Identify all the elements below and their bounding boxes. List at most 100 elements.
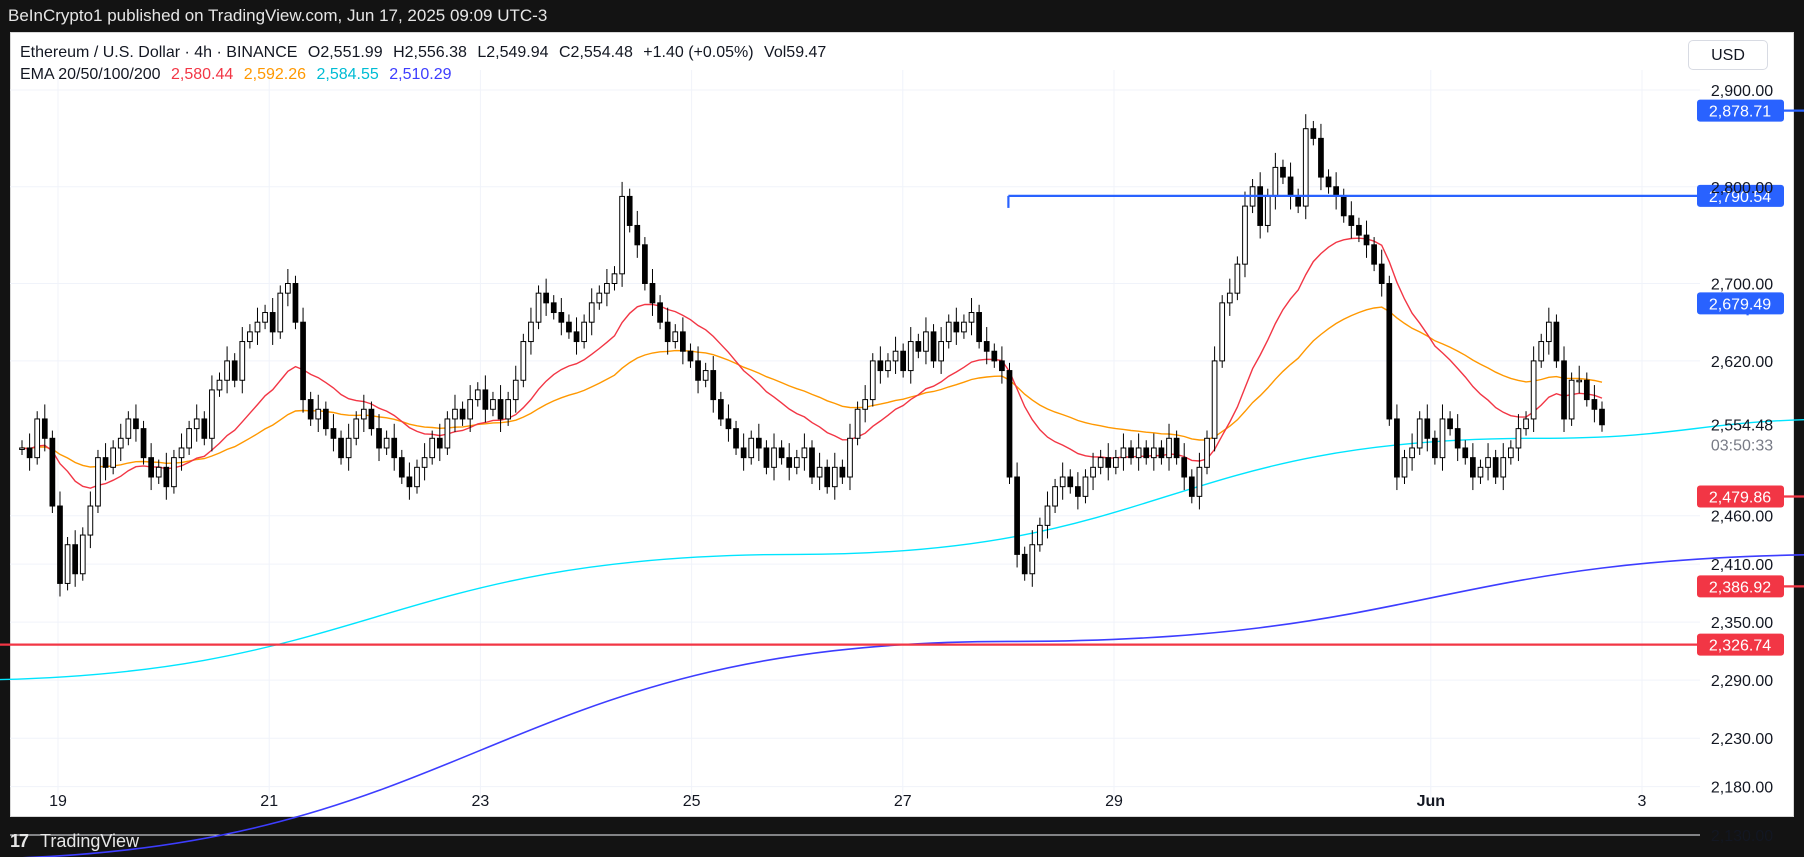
- footer-brand[interactable]: TradingView: [40, 831, 140, 851]
- candle-body: [79, 534, 86, 575]
- candle-body: [467, 399, 474, 420]
- candle-body: [1112, 457, 1119, 468]
- candle-body: [277, 292, 284, 333]
- candle-body: [429, 437, 436, 459]
- candle-body: [877, 360, 884, 372]
- candle-body: [786, 457, 793, 468]
- candle-body: [1515, 428, 1522, 449]
- candle-body: [95, 457, 101, 507]
- candle-body: [1188, 476, 1195, 497]
- candle-body: [1561, 360, 1567, 420]
- candle-body: [239, 341, 246, 381]
- candle-body: [763, 447, 770, 468]
- close-value: C2,554.48: [559, 44, 633, 61]
- candle-body: [269, 312, 276, 333]
- candle-body: [117, 437, 124, 449]
- candle-body: [687, 350, 694, 362]
- ema-label[interactable]: EMA 20/50/100/200: [20, 66, 161, 83]
- candle-body: [1432, 437, 1438, 459]
- chart-panel[interactable]: [10, 32, 1794, 817]
- candle-body: [1128, 447, 1134, 459]
- candle-body: [778, 447, 785, 459]
- candle-body: [1120, 447, 1127, 459]
- candle-body: [604, 283, 610, 294]
- candle-body: [961, 321, 967, 333]
- candle-body: [1378, 263, 1385, 284]
- candle-body: [672, 331, 679, 343]
- candle-body: [231, 360, 238, 381]
- candle-body: [1310, 128, 1317, 139]
- candle-body: [1257, 186, 1264, 226]
- ema200-line: [19, 554, 1804, 857]
- candle-body: [1105, 457, 1112, 468]
- candle-body: [1507, 447, 1514, 459]
- candle-body: [49, 437, 56, 507]
- candle-body: [353, 418, 360, 439]
- candle-body: [345, 437, 352, 459]
- currency-button[interactable]: USD: [1688, 40, 1768, 70]
- candle-body: [1447, 418, 1453, 430]
- candle-body: [733, 428, 739, 449]
- candle-body: [1226, 292, 1233, 304]
- level-price-tag: [1697, 292, 1784, 315]
- candle-body: [1371, 244, 1377, 265]
- candle-body: [793, 457, 800, 468]
- candle-body: [368, 408, 375, 430]
- x-tick-label: 27: [894, 793, 912, 810]
- candle-body: [1530, 360, 1537, 420]
- candle-body: [163, 466, 170, 488]
- candle-body: [824, 466, 831, 488]
- candle-body: [1553, 321, 1560, 362]
- candle-body: [1021, 553, 1028, 575]
- candle-body: [216, 379, 223, 391]
- candle-body: [1477, 466, 1484, 478]
- level-price-label: 2,878.71: [1709, 104, 1771, 121]
- x-tick-label: 3: [1638, 793, 1647, 810]
- level-price-label: 2,386.92: [1709, 579, 1771, 596]
- candle-body: [566, 321, 572, 333]
- candle-body: [497, 399, 504, 420]
- candle-body: [968, 312, 975, 323]
- symbol-label[interactable]: Ethereum / U.S. Dollar · 4h · BINANCE: [20, 44, 298, 61]
- candle-body: [1591, 399, 1598, 410]
- candle-body: [900, 350, 907, 372]
- candle-body: [505, 399, 512, 420]
- footer-bar: 17 TradingView: [0, 826, 1804, 857]
- ema100-value: 2,584.55: [316, 66, 379, 83]
- candle-body: [953, 321, 960, 333]
- level-price-tag: [1697, 575, 1784, 598]
- x-tick-label: 29: [1105, 793, 1123, 810]
- candle-body: [87, 505, 94, 536]
- candle-body: [1325, 176, 1332, 188]
- candle-body: [1439, 418, 1446, 459]
- ema20-value: 2,580.44: [171, 66, 234, 83]
- candle-body: [41, 418, 48, 439]
- candle-body: [1059, 476, 1066, 488]
- candle-body: [558, 312, 565, 323]
- candle-body: [695, 360, 701, 381]
- candle-body: [915, 341, 922, 352]
- candle-body: [581, 321, 587, 343]
- candle-body: [1356, 224, 1362, 236]
- candle-body: [1219, 302, 1226, 362]
- candle-body: [1599, 408, 1605, 426]
- candle-body: [1044, 505, 1051, 526]
- x-tick-label: 25: [683, 793, 701, 810]
- candle-body: [1500, 457, 1507, 478]
- y-tick-label: 2,350.00: [1711, 615, 1773, 632]
- tradingview-logo-icon[interactable]: 17: [10, 831, 29, 851]
- candle-body: [839, 466, 846, 478]
- candle-body: [315, 408, 322, 420]
- candle-body: [945, 321, 952, 343]
- candle-body: [543, 292, 549, 304]
- candle-body: [1318, 137, 1324, 178]
- y-tick-label: 2,460.00: [1711, 509, 1773, 526]
- candle-body: [885, 360, 891, 372]
- ema200-value: 2,510.29: [389, 66, 452, 83]
- candle-body: [755, 437, 762, 449]
- candle-body: [201, 418, 208, 439]
- candle-body: [1181, 457, 1188, 478]
- candle-body: [1394, 418, 1400, 478]
- candle-body: [611, 273, 618, 285]
